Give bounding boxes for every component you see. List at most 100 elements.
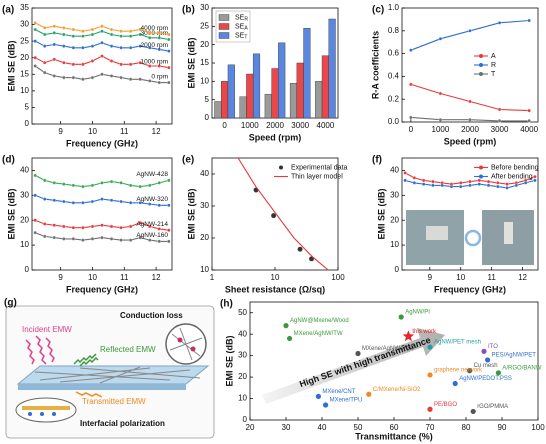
x-axis-label: Sheet resistance (Ω/sq) — [225, 284, 325, 294]
legend-label: A — [491, 53, 496, 60]
x-tick-label: 10 — [88, 127, 97, 136]
marker — [81, 62, 85, 67]
marker — [52, 223, 57, 227]
marker — [119, 34, 123, 38]
marker — [497, 107, 502, 112]
y-axis-label: EMI SE (dB) — [6, 188, 16, 239]
legend-marker — [479, 63, 483, 67]
legend-label: T — [491, 71, 496, 78]
y-tick-label: 20 — [390, 215, 399, 224]
panel-label: (c) — [372, 5, 384, 16]
x-tick-label: 2000 — [266, 121, 284, 130]
x-tick-label: 9 — [428, 273, 433, 282]
marker — [505, 182, 509, 186]
y-tick-label: 0 — [25, 265, 30, 274]
y-tick-label: 0 — [395, 265, 400, 274]
marker — [167, 80, 171, 85]
marker — [62, 182, 66, 186]
legend-swatch — [218, 23, 230, 30]
marker — [42, 26, 47, 30]
annotation: High SE with high transmittance — [298, 335, 432, 389]
bar — [227, 64, 235, 119]
x-tick-label: 3000 — [491, 125, 509, 134]
marker — [52, 198, 57, 203]
marker — [421, 178, 426, 183]
marker — [157, 80, 162, 85]
point — [427, 372, 433, 378]
marker — [100, 24, 104, 28]
y-tick-label: 5 — [205, 95, 210, 104]
x-tick-label: 4000 — [317, 121, 335, 130]
y-tick-label: 0 — [205, 113, 210, 122]
panel-label: (h) — [220, 299, 233, 310]
marker — [100, 235, 104, 240]
marker — [128, 224, 133, 229]
series-label: 3000 rpm — [141, 30, 168, 37]
x-tick-label: 90 — [498, 423, 507, 432]
marker — [119, 181, 123, 185]
bar — [321, 55, 329, 119]
x-tick-label: 0 — [222, 121, 227, 130]
point — [366, 391, 372, 397]
y-tick-label: 15 — [200, 58, 209, 67]
x-tick-label: 1000 — [241, 121, 259, 130]
marker — [128, 62, 133, 67]
marker — [33, 230, 37, 235]
y-tick-label: 35 — [20, 3, 29, 12]
marker — [167, 37, 171, 42]
legend-marker — [479, 72, 483, 76]
point — [427, 344, 433, 350]
panel-label: (b) — [182, 5, 195, 16]
point — [355, 350, 361, 357]
x-tick-label: 9 — [58, 273, 63, 282]
marker — [167, 65, 171, 70]
marker — [81, 225, 85, 230]
legend-swatch — [218, 14, 230, 21]
marker — [497, 21, 502, 25]
marker — [496, 181, 500, 185]
marker — [527, 108, 531, 113]
marker — [52, 31, 57, 35]
photo-sample — [426, 226, 448, 240]
marker — [409, 82, 413, 87]
point — [470, 408, 476, 415]
legend-label: SEA — [235, 23, 248, 31]
marker — [81, 238, 85, 242]
point — [315, 393, 321, 399]
marker — [157, 47, 162, 52]
marker — [33, 218, 37, 222]
series-label: AgNW-214 — [136, 221, 168, 228]
marker — [81, 77, 85, 82]
bar — [296, 62, 304, 119]
marker — [42, 32, 47, 37]
bar — [271, 68, 279, 119]
point-star — [402, 330, 415, 342]
y-tick-label: 20 — [238, 372, 247, 381]
marker — [527, 119, 531, 123]
marker — [438, 91, 443, 96]
y-tick-label: 0 — [25, 119, 30, 128]
point — [481, 348, 487, 354]
marker — [100, 72, 104, 77]
marker — [119, 75, 123, 80]
bar — [214, 101, 222, 119]
point-label: AgNW@Mxene/Wood — [290, 318, 349, 324]
marker — [33, 193, 37, 198]
x-tick-label: 60 — [390, 423, 399, 432]
marker — [477, 178, 482, 183]
marker — [119, 238, 123, 242]
bar — [278, 42, 286, 119]
marker — [458, 184, 463, 189]
marker — [157, 227, 162, 231]
marker — [33, 173, 37, 178]
marker — [42, 234, 47, 239]
point-label: MXene/AgNW/TW — [294, 331, 343, 337]
marker — [119, 46, 123, 50]
marker — [109, 237, 114, 241]
x-tick-label: 10 — [271, 273, 280, 282]
charge — [177, 337, 183, 343]
marker — [147, 64, 152, 68]
y-tick-label: 20 — [20, 53, 29, 62]
marker — [71, 62, 76, 67]
